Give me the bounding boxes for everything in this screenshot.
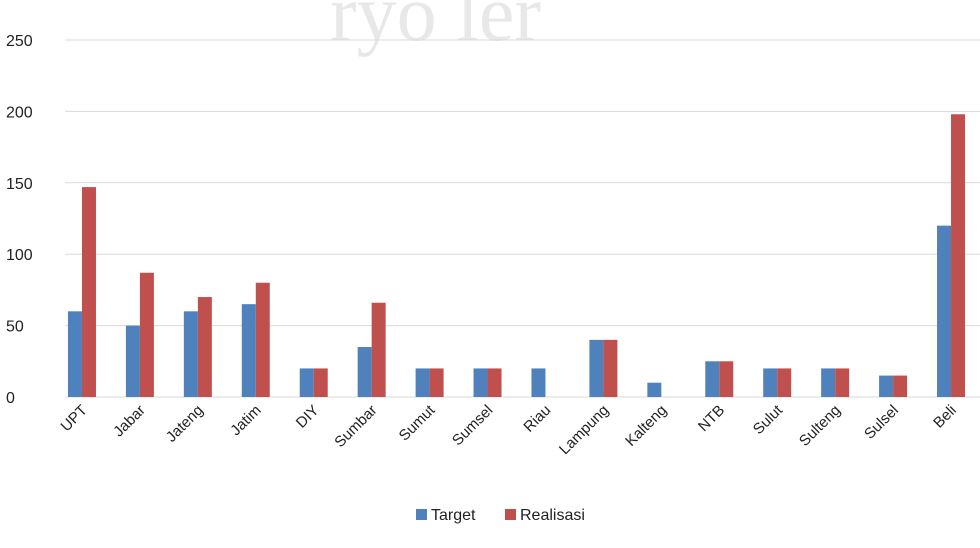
bar-realisasi-jatim bbox=[255, 282, 270, 397]
x-tick-label: Sumbar bbox=[331, 402, 380, 451]
bar-realisasi-sulsel bbox=[893, 375, 908, 397]
legend: Target Realisasi bbox=[416, 507, 585, 524]
x-tick-label: Sumsel bbox=[449, 402, 496, 449]
bar-realisasi-jabar bbox=[139, 272, 154, 397]
x-tick-label: Sulut bbox=[750, 401, 787, 438]
y-tick-label: 50 bbox=[6, 319, 24, 336]
watermark: ryo ler bbox=[330, 0, 541, 58]
bar-target-sulteng bbox=[821, 368, 836, 397]
bar-target-upt bbox=[67, 311, 82, 397]
bar-target-sulsel bbox=[879, 375, 894, 397]
y-tick-label: 150 bbox=[6, 176, 33, 193]
bar-realisasi-sulut bbox=[777, 368, 792, 397]
bar-target-lampung bbox=[589, 339, 604, 397]
x-tick-label: Beli bbox=[930, 402, 960, 432]
bar-target-sumsel bbox=[473, 368, 488, 397]
x-tick-label: Lampung bbox=[556, 402, 612, 458]
x-tick-label: UPT bbox=[58, 402, 91, 435]
x-tick-label: Riau bbox=[520, 402, 554, 436]
bar-target-beli bbox=[937, 225, 952, 397]
bar-target-diy bbox=[299, 368, 314, 397]
legend-swatch-target bbox=[416, 509, 427, 520]
x-tick-label: Kalteng bbox=[622, 402, 670, 450]
x-tick-label: NTB bbox=[695, 402, 728, 435]
bar-target-sumbar bbox=[357, 347, 372, 397]
bar-target-kalteng bbox=[647, 382, 662, 397]
bars bbox=[67, 114, 966, 398]
bar-realisasi-jateng bbox=[197, 297, 212, 397]
x-tick-label: Jateng bbox=[163, 402, 207, 446]
x-tick-label: Sumut bbox=[396, 401, 439, 444]
x-tick-label: Jabar bbox=[110, 402, 149, 441]
bar-realisasi-ntb bbox=[719, 361, 734, 397]
bar-target-sulut bbox=[763, 368, 778, 397]
legend-label-realisasi: Realisasi bbox=[520, 507, 585, 524]
bar-target-riau bbox=[531, 368, 546, 397]
y-tick-label: 250 bbox=[6, 33, 33, 50]
x-tick-label: DIY bbox=[293, 402, 323, 432]
x-axis-ticks: UPT Jabar Jateng Jatim DIY Sumbar Sumut Sumsel R… bbox=[58, 401, 960, 458]
y-axis-ticks: 0 50 100 150 200 250 bbox=[6, 33, 33, 407]
x-tick-label: Sulsel bbox=[861, 402, 902, 443]
y-tick-label: 0 bbox=[6, 390, 15, 407]
x-tick-label: Jatim bbox=[227, 402, 264, 439]
watermark-text: ryo ler bbox=[330, 0, 541, 58]
bar-target-ntb bbox=[705, 361, 720, 397]
bar-target-jabar bbox=[125, 325, 140, 397]
bar-realisasi-upt bbox=[81, 187, 96, 397]
y-tick-label: 200 bbox=[6, 104, 33, 121]
legend-label-target: Target bbox=[431, 507, 476, 524]
bar-realisasi-sulteng bbox=[835, 368, 850, 397]
bar-target-jateng bbox=[183, 311, 198, 397]
bar-realisasi-sumbar bbox=[371, 302, 386, 397]
bar-realisasi-sumsel bbox=[487, 368, 502, 397]
legend-swatch-realisasi bbox=[505, 509, 516, 520]
bar-realisasi-lampung bbox=[603, 339, 618, 397]
bar-realisasi-sumut bbox=[429, 368, 444, 397]
x-tick-label: Sulteng bbox=[796, 402, 844, 450]
bar-realisasi-diy bbox=[313, 368, 328, 397]
y-tick-label: 100 bbox=[6, 247, 33, 264]
bar-target-sumut bbox=[415, 368, 430, 397]
bar-realisasi-beli bbox=[951, 114, 966, 398]
bar-target-jatim bbox=[241, 304, 256, 397]
